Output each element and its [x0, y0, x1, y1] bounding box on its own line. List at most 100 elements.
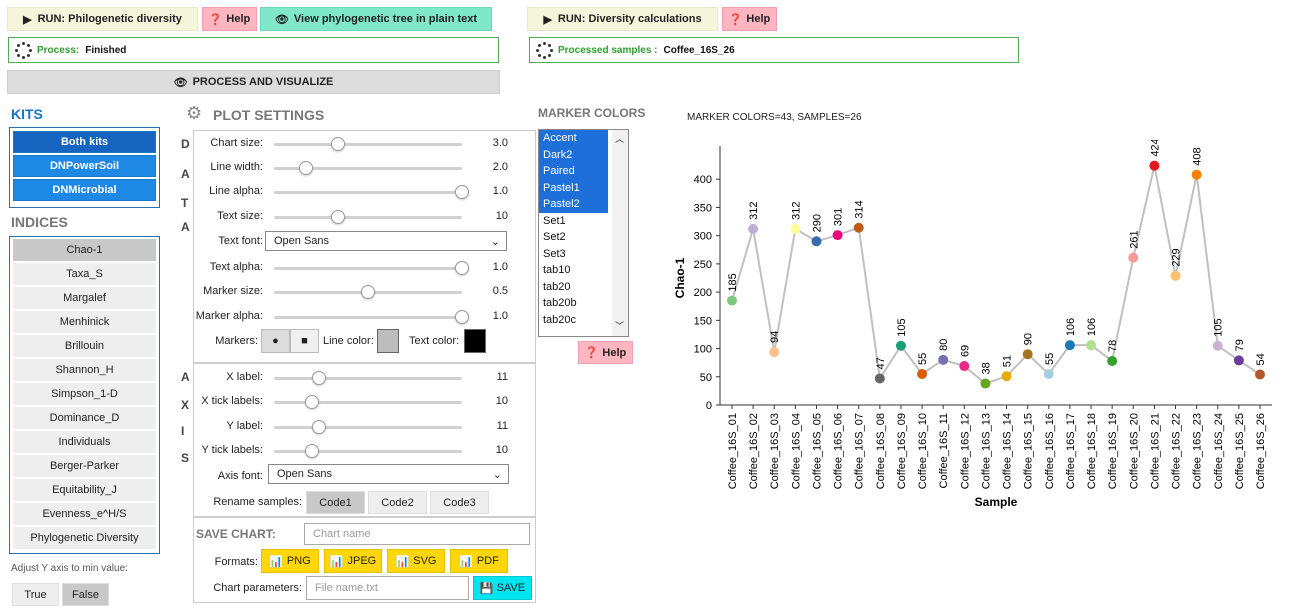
axis-slider-handle[interactable]: [304, 444, 319, 458]
line-color-swatch[interactable]: [377, 329, 399, 353]
data-label: 106: [1065, 318, 1077, 336]
rename-option-button[interactable]: Code3: [430, 491, 489, 514]
marker-color-option[interactable]: tab20c: [543, 313, 577, 326]
scroll-up-icon[interactable]: ︿: [615, 134, 625, 144]
axis-slider[interactable]: [274, 420, 462, 434]
setting-slider-handle[interactable]: [455, 310, 469, 324]
format-png-button[interactable]: 📊 PNG: [261, 549, 319, 573]
run-diversity-button[interactable]: ▶ RUN: Diversity calculations: [527, 7, 718, 31]
eye-icon: 👁: [274, 13, 289, 26]
setting-slider[interactable]: [274, 137, 462, 151]
data-label: 105: [1213, 318, 1225, 336]
chevron-down-icon: ⌄: [490, 236, 500, 248]
help-button-diversity[interactable]: ❓ Help: [722, 7, 777, 31]
save-button[interactable]: 💾 SAVE: [473, 576, 532, 600]
view-tree-button[interactable]: 👁 View phylogenetic tree in plain text: [260, 7, 492, 31]
index-item[interactable]: Taxa_S: [13, 263, 156, 285]
marker-color-option[interactable]: Pastel1: [539, 179, 608, 196]
save-icon: 💾: [479, 582, 494, 595]
index-item[interactable]: Individuals: [13, 431, 156, 453]
marker-colors-list[interactable]: Accent Dark2 Paired Pastel1 Pastel2 Set1 Set2 S…: [538, 129, 629, 337]
setting-slider-handle[interactable]: [330, 137, 345, 151]
axis-slider-handle[interactable]: [304, 395, 319, 409]
index-item[interactable]: Evenness_e^H/S: [13, 503, 156, 525]
index-item[interactable]: Simpson_1-D: [13, 383, 156, 405]
marker-color-option[interactable]: Set3: [543, 247, 566, 260]
setting-slider-handle[interactable]: [361, 285, 375, 299]
format-jpeg-button[interactable]: 📊 JPEG: [324, 549, 382, 573]
format-pdf-button[interactable]: 📊 PDF: [450, 549, 508, 573]
y-tick-label: 150: [694, 315, 712, 327]
adjust-true-button[interactable]: True: [12, 583, 59, 606]
setting-slider[interactable]: [274, 285, 462, 299]
plot-settings-title: PLOT SETTINGS: [213, 107, 325, 123]
eye-icon: 👁: [173, 76, 188, 89]
chart-title: MARKER COLORS=43, SAMPLES=26: [687, 112, 862, 123]
setting-slider-handle[interactable]: [455, 261, 469, 275]
marker-color-option[interactable]: tab20b: [543, 297, 577, 310]
axis-letter: X: [181, 398, 190, 412]
y-tick-label: 200: [694, 287, 712, 299]
x-tick-label: Coffee_16S_18: [1086, 413, 1098, 489]
marker-color-option[interactable]: Set2: [543, 231, 566, 244]
chart-name-input[interactable]: Chart name: [304, 523, 530, 545]
marker-color-option[interactable]: Set1: [543, 214, 566, 227]
rename-option-button[interactable]: Code2: [368, 491, 427, 514]
text-color-swatch[interactable]: [464, 329, 486, 353]
axis-label: Y label:: [226, 420, 264, 432]
rename-option-button[interactable]: Code1: [306, 491, 365, 514]
markers-label: Markers:: [215, 335, 258, 347]
setting-slider[interactable]: [274, 161, 462, 175]
axis-slider-handle[interactable]: [312, 371, 327, 385]
index-item[interactable]: Equitability_J: [13, 479, 156, 501]
marker-square-button[interactable]: ■: [290, 329, 319, 353]
index-item[interactable]: Phylogenetic Diversity: [13, 527, 156, 549]
x-tick-label: Coffee_16S_03: [769, 413, 781, 489]
scroll-down-icon[interactable]: ﹀: [615, 321, 625, 331]
x-tick-label: Coffee_16S_02: [748, 413, 760, 489]
kit-item[interactable]: DNPowerSoil: [13, 155, 156, 177]
setting-slider[interactable]: [274, 185, 469, 199]
axis-slider[interactable]: [274, 371, 462, 385]
index-item[interactable]: Menhinick: [13, 311, 156, 333]
setting-slider[interactable]: [274, 210, 462, 224]
index-item[interactable]: Berger-Parker: [13, 455, 156, 477]
index-item[interactable]: Shannon_H: [13, 359, 156, 381]
marker-color-option[interactable]: Pastel2: [539, 196, 608, 213]
index-item[interactable]: Margalef: [13, 287, 156, 309]
spinner-icon: [536, 42, 553, 59]
setting-slider-handle[interactable]: [298, 161, 313, 175]
kit-item[interactable]: DNMicrobial: [13, 179, 156, 201]
help-button-phylo[interactable]: ❓ Help: [202, 7, 257, 31]
file-name-input[interactable]: File name.txt: [306, 576, 469, 600]
axis-slider-handle[interactable]: [312, 420, 327, 434]
marker-color-option[interactable]: tab10: [543, 264, 571, 277]
axis-slider[interactable]: [274, 444, 462, 458]
marker-color-option[interactable]: tab20: [543, 280, 571, 293]
help-button-colors[interactable]: ❓ Help: [578, 341, 633, 364]
setting-slider[interactable]: [274, 261, 469, 275]
marker-color-option[interactable]: Accent: [539, 130, 608, 147]
marker-color-option[interactable]: Dark2: [539, 146, 608, 163]
marker-color-option[interactable]: Paired: [539, 163, 608, 180]
axis-slider[interactable]: [274, 395, 462, 409]
format-svg-button[interactable]: 📊 SVG: [387, 549, 445, 573]
setting-slider[interactable]: [274, 310, 469, 324]
axis-font-select[interactable]: Open Sans ⌄: [268, 464, 509, 484]
data-point: [1191, 169, 1202, 180]
text-font-select[interactable]: Open Sans ⌄: [265, 231, 507, 251]
setting-slider-handle[interactable]: [455, 185, 469, 199]
index-item[interactable]: Dominance_D: [13, 407, 156, 429]
index-item[interactable]: Chao-1: [13, 239, 156, 261]
scrollbar[interactable]: ︿ ﹀: [612, 130, 628, 336]
y-tick-label: 100: [694, 344, 712, 356]
adjust-false-button[interactable]: False: [62, 583, 109, 606]
index-item[interactable]: Brillouin: [13, 335, 156, 357]
run-phylogenetic-button[interactable]: ▶ RUN: Philogenetic diversity: [7, 7, 198, 31]
axis-label: Y tick labels:: [201, 444, 263, 456]
setting-slider-handle[interactable]: [330, 210, 345, 224]
setting-value: 3.0: [492, 137, 508, 149]
kit-item[interactable]: Both kits: [13, 131, 156, 153]
process-visualize-button[interactable]: 👁 PROCESS AND VISUALIZE: [7, 70, 500, 94]
marker-circle-button[interactable]: ●: [261, 329, 290, 353]
